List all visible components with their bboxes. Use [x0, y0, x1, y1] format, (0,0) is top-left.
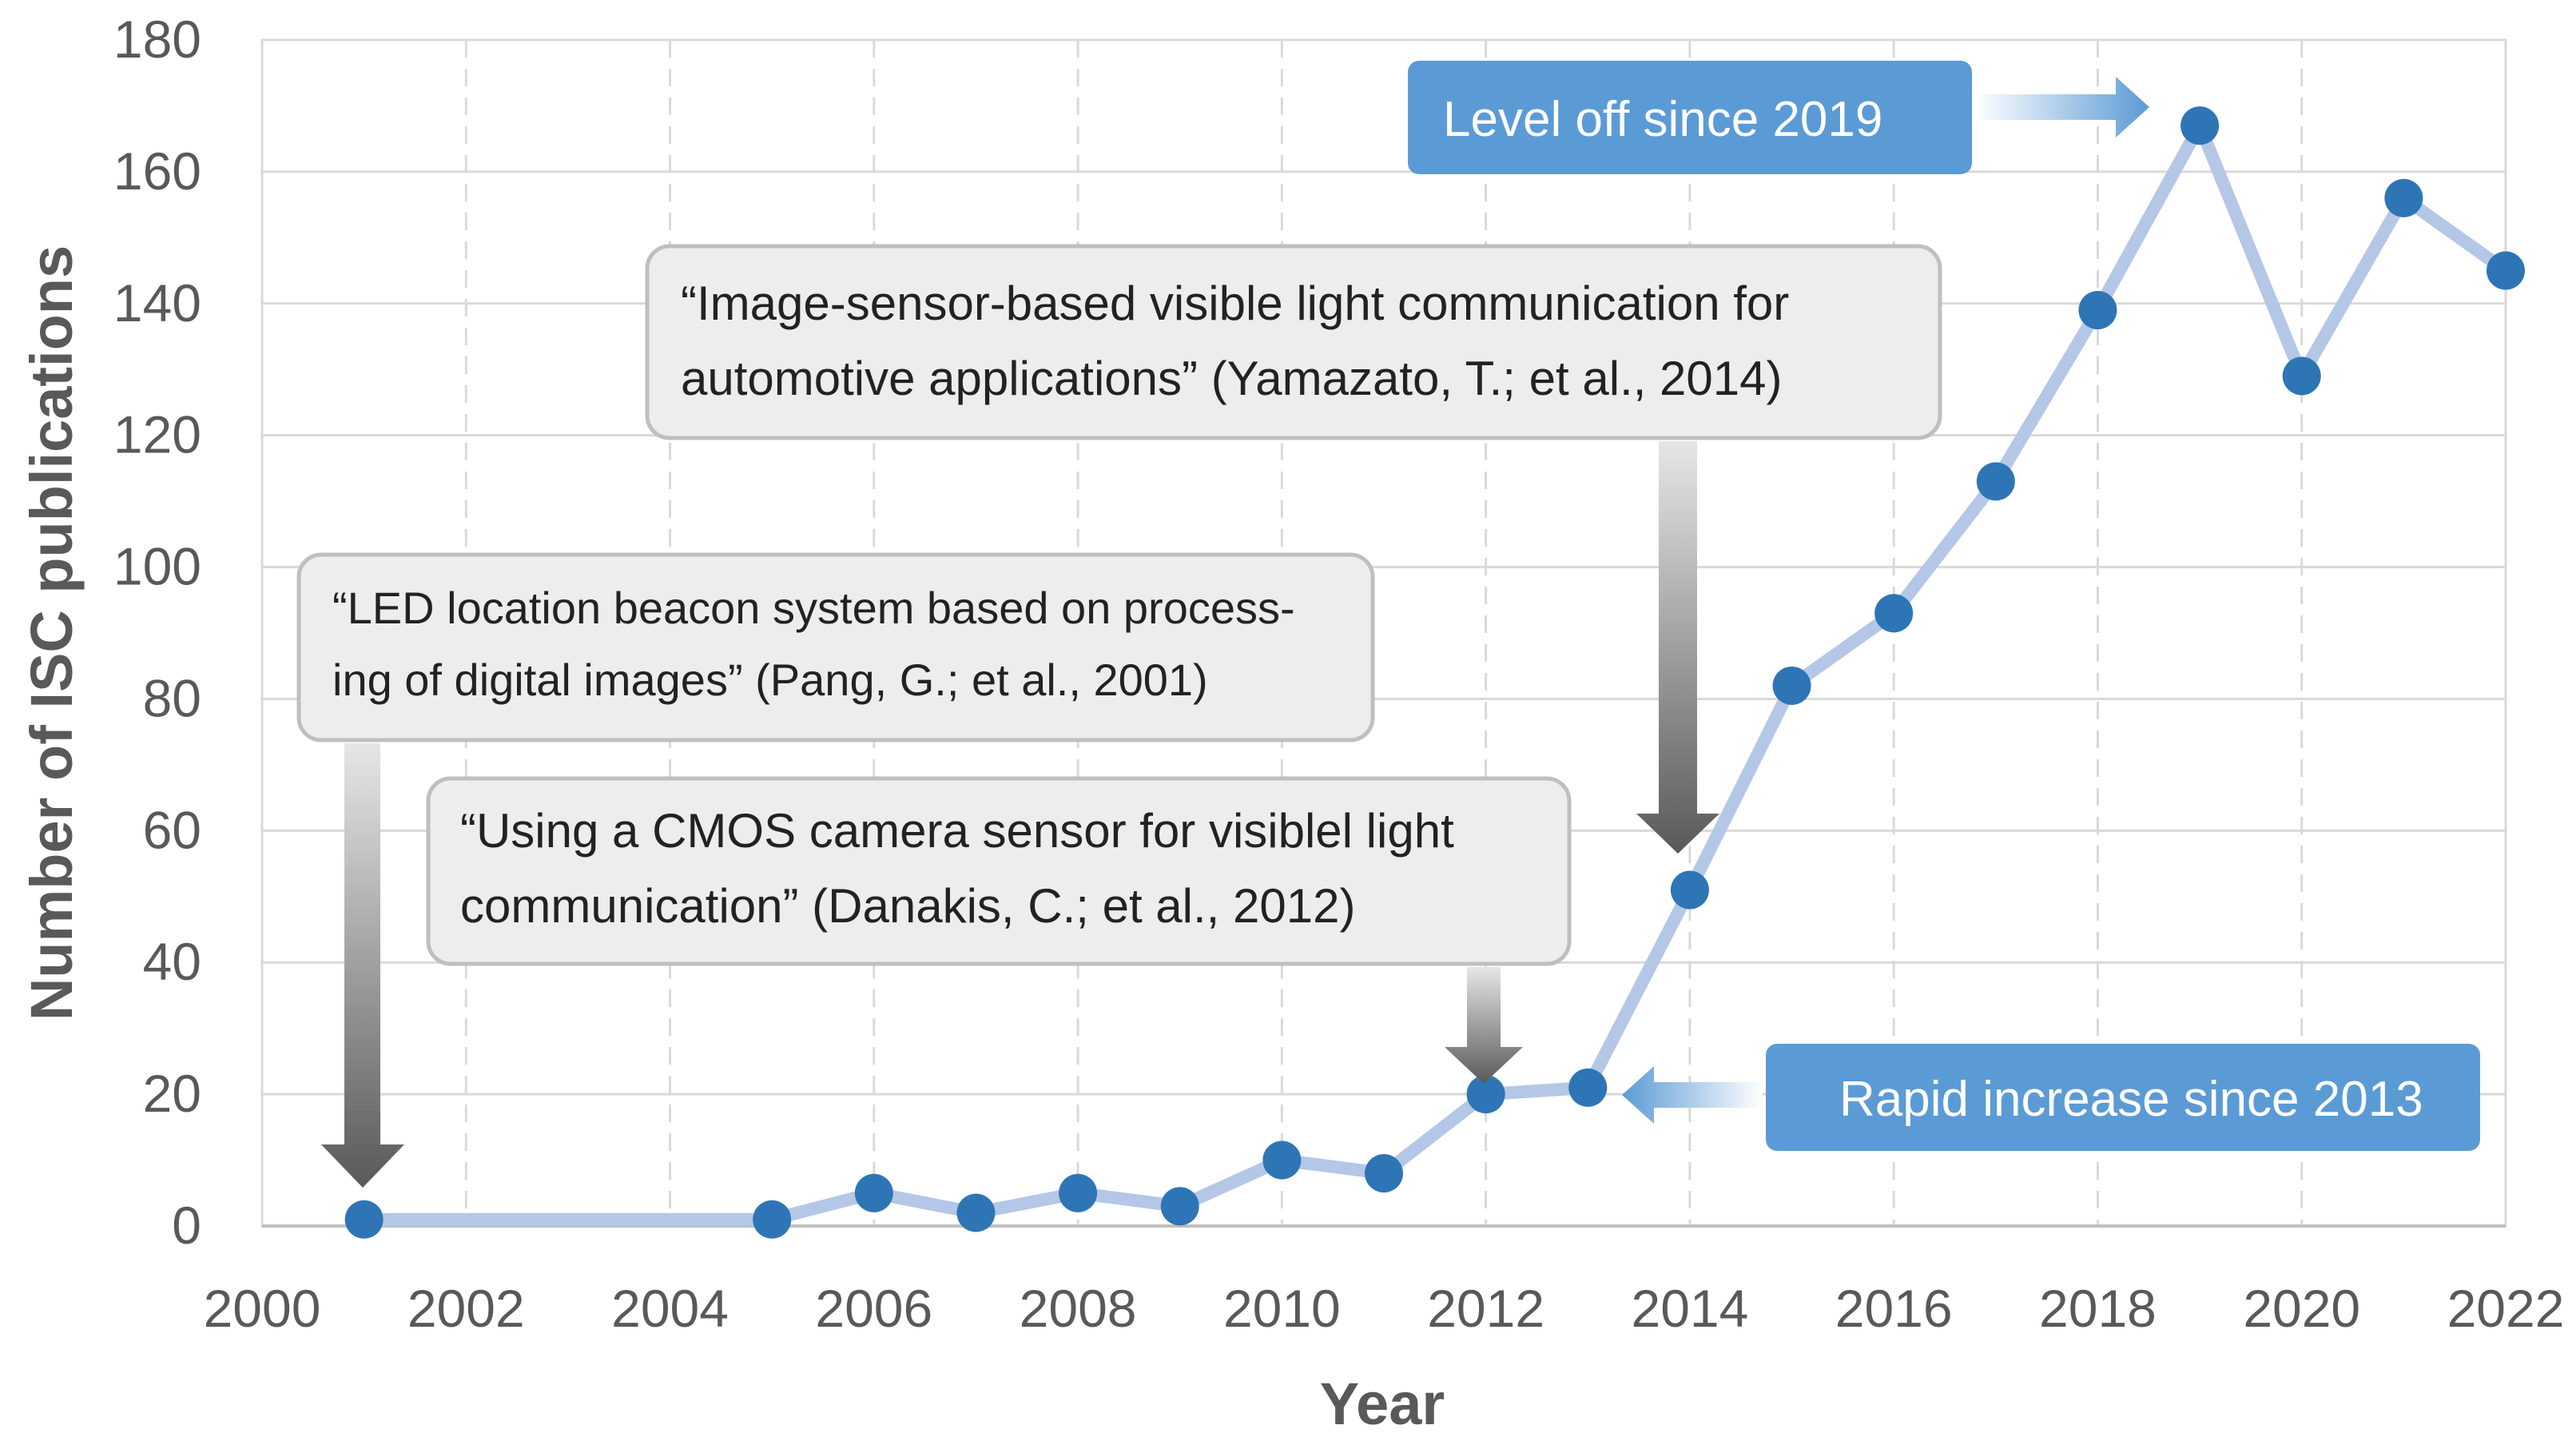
data-point: [1874, 594, 1914, 633]
arrow-rapid-increase: [1622, 1066, 1763, 1124]
y-axis-title: Number of ISC publications: [18, 245, 85, 1021]
x-tick-label: 2014: [1631, 1279, 1748, 1338]
callout-danakis-line-1: “Using a CMOS camera sensor for visiblel…: [460, 804, 1454, 858]
x-tick-label: 2016: [1835, 1279, 1953, 1338]
data-point: [2180, 106, 2220, 145]
callout-yamazato: “Image-sensor-based visible light commun…: [645, 244, 1942, 440]
data-point: [344, 1200, 384, 1239]
y-tick-label: 80: [143, 668, 201, 727]
y-tick-label: 140: [113, 273, 201, 332]
data-point: [1262, 1140, 1302, 1180]
callout-pang-line-1: “LED location beacon system based on pro…: [332, 583, 1295, 633]
arrow-level-off: [1975, 77, 2149, 137]
x-tick-label: 2008: [1020, 1279, 1137, 1338]
data-point: [1976, 462, 2015, 501]
data-point: [1670, 870, 1709, 910]
x-tick-label: 2002: [407, 1279, 525, 1338]
callout-yamazato-line-2: automotive applications” (Yamazato, T.; …: [681, 352, 1783, 405]
data-point: [1160, 1187, 1199, 1226]
callout-pang-line-2: ing of digital images” (Pang, G.; et al.…: [332, 655, 1208, 705]
data-point: [956, 1193, 996, 1232]
x-axis-title: Year: [1320, 1371, 1445, 1437]
callout-yamazato-line-1: “Image-sensor-based visible light commun…: [681, 277, 1789, 330]
data-point: [2487, 251, 2525, 290]
x-tick-label: 2000: [204, 1279, 321, 1338]
x-axis-ticks: 2000 2002 2004 2006 2008 2010 2012 2014 2016 2018…: [204, 1279, 2565, 1338]
callout-danakis: “Using a CMOS camera sensor for visiblel…: [426, 776, 1572, 966]
y-tick-label: 180: [113, 10, 201, 69]
callout-rapid-increase: Rapid increase since 2013: [1766, 1044, 2480, 1151]
data-point: [854, 1173, 893, 1212]
y-tick-label: 60: [143, 800, 201, 859]
y-tick-label: 160: [113, 141, 201, 201]
x-tick-label: 2022: [2447, 1279, 2565, 1338]
data-point: [2078, 291, 2117, 330]
data-point: [2282, 356, 2321, 396]
callout-level-off: Level off since 2019: [1408, 61, 1972, 174]
data-point: [1772, 666, 1811, 705]
x-tick-label: 2006: [815, 1279, 932, 1338]
x-tick-label: 2012: [1427, 1279, 1544, 1338]
y-axis-ticks: 0 20 40 60 80 100 120 140 160 180: [113, 10, 201, 1255]
callout-danakis-line-2: communication” (Danakis, C.; et al., 201…: [460, 879, 1355, 933]
arrow-danakis: [1445, 967, 1523, 1084]
data-point: [1568, 1068, 1608, 1107]
x-tick-label: 2020: [2243, 1279, 2360, 1338]
arrow-pang: [321, 743, 404, 1188]
data-point: [753, 1200, 792, 1239]
data-point: [2384, 178, 2423, 217]
callout-pang: “LED location beacon system based on pro…: [296, 552, 1375, 742]
y-tick-label: 0: [172, 1196, 201, 1255]
callout-rapid-increase-label: Rapid increase since 2013: [1839, 1072, 2423, 1127]
x-tick-label: 2010: [1223, 1279, 1341, 1338]
x-tick-label: 2018: [2039, 1279, 2157, 1338]
x-tick-label: 2004: [611, 1279, 729, 1338]
data-point: [1365, 1154, 1403, 1193]
data-point: [1059, 1173, 1098, 1212]
callout-level-off-label: Level off since 2019: [1443, 92, 1882, 147]
data-point: [1466, 1075, 1505, 1114]
y-tick-label: 40: [143, 932, 201, 991]
series-markers: [344, 106, 2525, 1239]
y-tick-label: 100: [113, 537, 201, 596]
y-tick-label: 20: [143, 1064, 201, 1123]
y-tick-label: 120: [113, 405, 201, 464]
arrow-yamazato: [1636, 441, 1719, 854]
